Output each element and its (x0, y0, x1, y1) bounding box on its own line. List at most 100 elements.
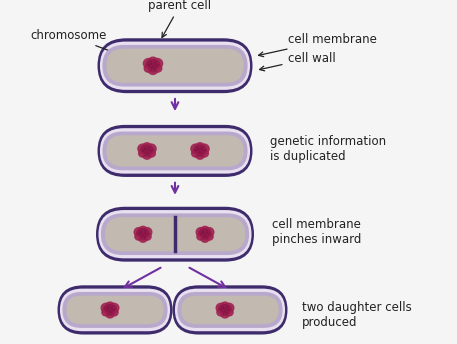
Circle shape (137, 230, 141, 234)
FancyBboxPatch shape (63, 292, 168, 328)
Circle shape (223, 312, 227, 316)
Circle shape (145, 230, 149, 234)
Text: cell wall: cell wall (260, 52, 335, 71)
Circle shape (198, 153, 202, 157)
Circle shape (143, 147, 152, 155)
Text: genetic information
is duplicated: genetic information is duplicated (271, 135, 387, 163)
FancyBboxPatch shape (97, 125, 253, 177)
Circle shape (143, 233, 147, 237)
Circle shape (196, 149, 200, 153)
Circle shape (203, 228, 207, 233)
Circle shape (109, 303, 119, 312)
Circle shape (138, 230, 148, 238)
Circle shape (205, 233, 209, 237)
Circle shape (151, 60, 155, 64)
Circle shape (219, 306, 227, 314)
Circle shape (102, 309, 109, 316)
Circle shape (138, 234, 148, 242)
FancyBboxPatch shape (102, 45, 248, 87)
Circle shape (145, 145, 149, 149)
Circle shape (191, 144, 201, 153)
Circle shape (143, 149, 147, 153)
Circle shape (142, 228, 152, 237)
Circle shape (108, 307, 116, 314)
Circle shape (143, 151, 152, 159)
Circle shape (153, 64, 158, 68)
Circle shape (223, 304, 227, 308)
Circle shape (207, 230, 212, 234)
Circle shape (101, 303, 111, 312)
Text: chromosome: chromosome (30, 29, 133, 60)
Circle shape (227, 305, 231, 310)
Circle shape (198, 148, 207, 155)
Circle shape (199, 230, 207, 238)
FancyBboxPatch shape (175, 289, 285, 331)
Text: two daughter cells
produced: two daughter cells produced (302, 301, 411, 329)
Circle shape (196, 228, 206, 237)
Circle shape (191, 150, 199, 157)
Circle shape (223, 307, 231, 314)
Circle shape (106, 306, 114, 314)
Circle shape (104, 305, 108, 310)
Circle shape (216, 303, 226, 312)
Circle shape (149, 57, 158, 66)
Circle shape (104, 306, 112, 314)
Circle shape (135, 233, 142, 240)
Circle shape (198, 230, 203, 234)
Circle shape (141, 236, 145, 240)
Circle shape (148, 65, 158, 74)
Text: cell membrane
pinches inward: cell membrane pinches inward (272, 218, 361, 246)
Circle shape (108, 304, 112, 308)
Circle shape (145, 148, 154, 155)
Circle shape (143, 58, 154, 68)
Circle shape (152, 58, 163, 68)
Circle shape (196, 143, 204, 151)
Circle shape (155, 61, 160, 66)
Circle shape (218, 305, 223, 310)
Circle shape (203, 236, 207, 240)
Circle shape (151, 68, 155, 72)
Circle shape (141, 228, 145, 233)
FancyBboxPatch shape (98, 210, 251, 258)
FancyBboxPatch shape (97, 38, 253, 93)
FancyBboxPatch shape (177, 292, 282, 328)
Circle shape (201, 230, 209, 238)
FancyBboxPatch shape (172, 285, 287, 334)
Circle shape (144, 233, 151, 240)
Circle shape (148, 150, 155, 157)
Circle shape (145, 153, 149, 157)
Circle shape (204, 228, 214, 237)
Circle shape (148, 61, 158, 70)
Circle shape (200, 150, 204, 154)
FancyBboxPatch shape (181, 296, 279, 324)
FancyBboxPatch shape (105, 217, 245, 251)
Circle shape (106, 308, 110, 312)
FancyBboxPatch shape (102, 131, 248, 170)
Text: cell membrane: cell membrane (259, 33, 377, 57)
Circle shape (139, 226, 147, 234)
Circle shape (225, 309, 229, 313)
Circle shape (197, 233, 204, 240)
Circle shape (112, 305, 117, 310)
FancyBboxPatch shape (100, 128, 250, 174)
Circle shape (147, 150, 151, 154)
Circle shape (108, 312, 112, 316)
Circle shape (196, 151, 205, 159)
Circle shape (198, 145, 202, 149)
FancyBboxPatch shape (60, 289, 170, 331)
Circle shape (111, 309, 118, 316)
Circle shape (144, 65, 152, 72)
Circle shape (196, 147, 205, 155)
Circle shape (206, 233, 213, 240)
Circle shape (110, 309, 114, 313)
Circle shape (201, 150, 208, 157)
Circle shape (221, 306, 229, 314)
Circle shape (141, 147, 149, 155)
Circle shape (199, 144, 209, 153)
FancyBboxPatch shape (106, 49, 244, 83)
Circle shape (146, 61, 151, 66)
FancyBboxPatch shape (100, 42, 250, 90)
Circle shape (139, 232, 143, 236)
Circle shape (149, 147, 154, 151)
Text: parent cell: parent cell (149, 0, 212, 37)
